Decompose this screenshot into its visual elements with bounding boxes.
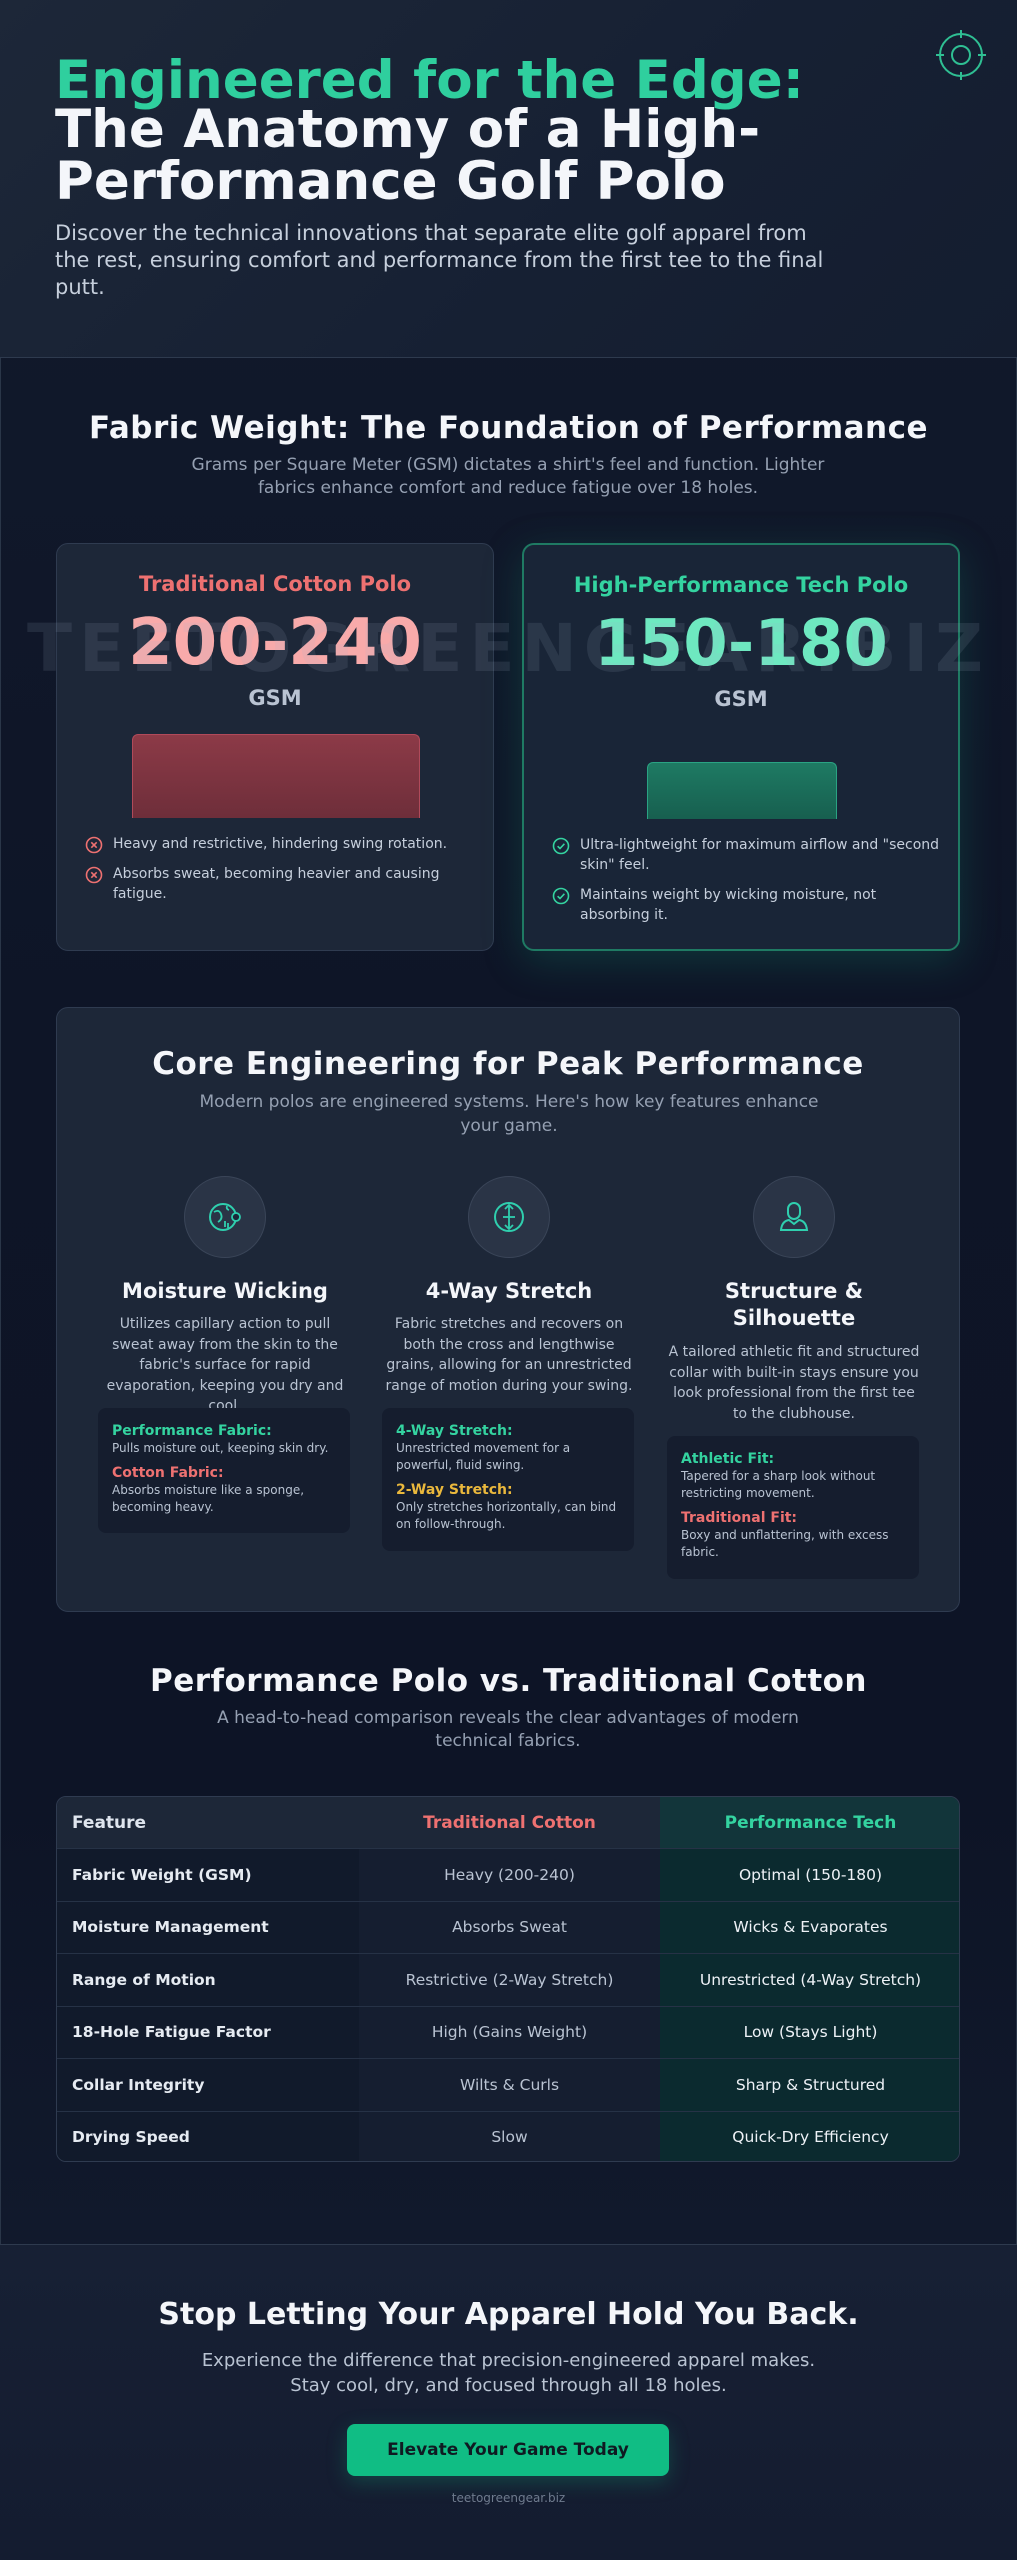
table-cell-traditional: High (Gains Weight) — [359, 2006, 660, 2058]
x-circle-icon — [85, 866, 103, 884]
comparison-heading: Athletic Fit: — [681, 1451, 775, 1467]
feature-description: A tailored athletic fit and structured c… — [668, 1344, 920, 1422]
table-cell-traditional: Heavy (200-240) — [359, 1849, 660, 1901]
table-cell-performance: Optimal (150-180) — [660, 1849, 959, 1901]
comparison-heading: Cotton Fabric: — [112, 1465, 224, 1481]
tech-gsm-value: 150-180 — [594, 607, 888, 681]
x-circle-icon — [85, 836, 103, 854]
tech-point-text: Maintains weight by wicking moisture, no… — [580, 887, 877, 923]
core-section-title: Core Engineering for Peak Performance — [152, 1046, 864, 1082]
list-item: Absorbs sweat, becoming heavier and caus… — [85, 864, 475, 904]
tech-point-text: Ultra-lightweight for maximum airflow an… — [580, 837, 940, 873]
table-cell-performance: Low (Stays Light) — [660, 2006, 959, 2058]
comparison-section-title: Performance Polo vs. Traditional Cotton — [149, 1663, 867, 1699]
table-header-cell: Feature — [57, 1797, 359, 1848]
table-row: 18-Hole Fatigue Factor High (Gains Weigh… — [57, 2005, 959, 2058]
table-cell-performance: Sharp & Structured — [660, 2059, 959, 2111]
cta-section: Stop Letting Your Apparel Hold You Back.… — [0, 2244, 1017, 2560]
comparison-section-subtitle: A head-to-head comparison reveals the cl… — [217, 1708, 799, 1751]
table-cell-traditional: Restrictive (2-Way Stretch) — [359, 1954, 660, 2006]
cta-subtitle: Experience the difference that precision… — [201, 2350, 816, 2396]
table-cell-feature: Range of Motion — [57, 1954, 359, 2006]
table-row: Range of Motion Restrictive (2-Way Stret… — [57, 1953, 959, 2006]
table-cell-feature: 18-Hole Fatigue Factor — [57, 2006, 359, 2058]
comparison-text: Unrestricted movement for a powerful, fl… — [396, 1441, 571, 1472]
tech-gsm-unit: GSM — [714, 687, 768, 711]
traditional-card-label: Traditional Cotton Polo — [138, 572, 412, 596]
crosshair-target-icon — [936, 30, 986, 80]
stretch-arrows-icon — [494, 1202, 524, 1232]
table-cell-performance: Wicks & Evaporates — [660, 1901, 959, 1953]
table-cell-performance: Quick-Dry Efficiency — [660, 2111, 959, 2161]
comparison-text: Pulls moisture out, keeping skin dry. — [112, 1441, 329, 1455]
tech-points-list: Ultra-lightweight for maximum airflow an… — [552, 835, 942, 935]
table-header-row: Feature Traditional Cotton Performance T… — [57, 1797, 959, 1848]
traditional-gsm-value: 200-240 — [128, 606, 422, 680]
comparison-text: Boxy and unflattering, with excess fabri… — [681, 1528, 889, 1559]
comparison-heading: Performance Fabric: — [112, 1423, 272, 1439]
tech-weight-bar — [647, 762, 837, 819]
table-row: Moisture Management Absorbs Sweat Wicks … — [57, 1900, 959, 1953]
comparison-text: Only stretches horizontally, can bind on… — [396, 1500, 617, 1531]
check-circle-icon — [552, 887, 570, 905]
table-row: Drying Speed Slow Quick-Dry Efficiency — [57, 2110, 959, 2161]
globe-droplet-icon — [209, 1203, 241, 1231]
elevate-game-button[interactable]: Elevate Your Game Today — [347, 2424, 669, 2476]
table-cell-feature: Moisture Management — [57, 1901, 359, 1953]
hero-title: The Anatomy of a High-Performance Golf P… — [55, 99, 761, 212]
traditional-points-list: Heavy and restrictive, hindering swing r… — [85, 834, 475, 914]
comparison-table: Feature Traditional Cotton Performance T… — [56, 1796, 960, 2162]
user-silhouette-icon — [779, 1202, 809, 1231]
hero-section: Engineered for the Edge: The Anatomy of … — [0, 0, 1017, 358]
list-item: Ultra-lightweight for maximum airflow an… — [552, 835, 942, 875]
tech-card-label: High-Performance Tech Polo — [573, 573, 909, 597]
table-cell-traditional: Absorbs Sweat — [359, 1901, 660, 1953]
check-circle-icon — [552, 837, 570, 855]
fabric-section-subtitle: Grams per Square Meter (GSM) dictates a … — [191, 455, 825, 498]
comparison-text: Tapered for a sharp look without restric… — [681, 1469, 876, 1500]
feature-comparison-box: Performance Fabric: Pulls moisture out, … — [98, 1408, 350, 1533]
comparison-heading: 4-Way Stretch: — [396, 1423, 513, 1439]
list-item: Maintains weight by wicking moisture, no… — [552, 885, 942, 925]
feature-title: Structure & Silhouette — [724, 1279, 864, 1330]
tech-gsm-card: High-Performance Tech Polo 150-180 GSM U… — [522, 543, 960, 951]
hero-title-accent: Engineered for the Edge: — [55, 50, 804, 111]
core-section-subtitle: Modern polos are engineered systems. Her… — [199, 1092, 819, 1136]
table-header-cell: Performance Tech — [660, 1797, 959, 1848]
table-row: Collar Integrity Wilts & Curls Sharp & S… — [57, 2058, 959, 2111]
comparison-heading: 2-Way Stretch: — [396, 1482, 513, 1498]
list-item: Heavy and restrictive, hindering swing r… — [85, 834, 475, 854]
feature-icon-badge — [753, 1176, 835, 1258]
table-cell-feature: Drying Speed — [57, 2111, 359, 2161]
traditional-gsm-card: Traditional Cotton Polo 200-240 GSM Heav… — [56, 543, 494, 951]
hero-subtitle: Discover the technical innovations that … — [55, 221, 824, 299]
table-cell-traditional: Slow — [359, 2111, 660, 2161]
core-engineering-section: Core Engineering for Peak Performance Mo… — [56, 1007, 960, 1612]
feature-icon-badge — [468, 1176, 550, 1258]
traditional-point-text: Heavy and restrictive, hindering swing r… — [113, 836, 448, 852]
table-cell-feature: Fabric Weight (GSM) — [57, 1849, 359, 1901]
comparison-text: Absorbs moisture like a sponge, becoming… — [112, 1483, 305, 1514]
cta-title: Stop Letting Your Apparel Hold You Back. — [158, 2297, 859, 2332]
traditional-gsm-unit: GSM — [248, 686, 302, 710]
traditional-point-text: Absorbs sweat, becoming heavier and caus… — [113, 866, 440, 902]
table-cell-performance: Unrestricted (4-Way Stretch) — [660, 1954, 959, 2006]
traditional-weight-bar — [132, 734, 420, 818]
table-row: Fabric Weight (GSM) Heavy (200-240) Opti… — [57, 1848, 959, 1901]
feature-comparison-box: Athletic Fit: Tapered for a sharp look w… — [667, 1436, 919, 1579]
table-cell-feature: Collar Integrity — [57, 2059, 359, 2111]
feature-description: Fabric stretches and recovers on both th… — [385, 1316, 633, 1394]
table-header-cell: Traditional Cotton — [359, 1797, 660, 1848]
feature-title: 4-Way Stretch — [425, 1279, 593, 1303]
feature-comparison-box: 4-Way Stretch: Unrestricted movement for… — [382, 1408, 634, 1551]
fabric-section-title: Fabric Weight: The Foundation of Perform… — [88, 410, 929, 446]
table-cell-traditional: Wilts & Curls — [359, 2059, 660, 2111]
comparison-heading: Traditional Fit: — [681, 1510, 798, 1526]
site-url: teetogreengear.biz — [451, 2491, 566, 2505]
feature-icon-badge — [184, 1176, 266, 1258]
feature-description: Utilizes capillary action to pull sweat … — [106, 1316, 344, 1414]
feature-title: Moisture Wicking — [122, 1279, 328, 1303]
